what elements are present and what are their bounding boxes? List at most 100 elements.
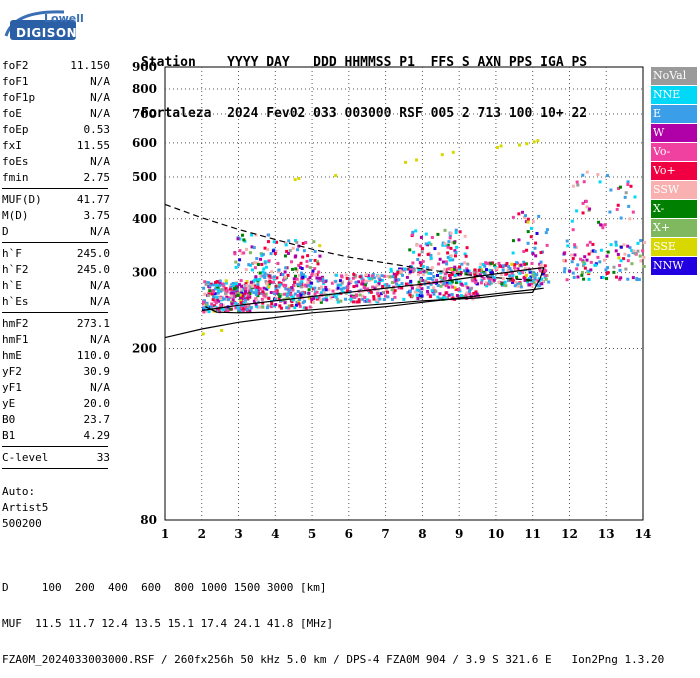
echo-point: [353, 275, 357, 279]
echo-point: [375, 284, 379, 288]
echo-point: [260, 262, 264, 266]
echo-point: [418, 261, 422, 265]
echo-point: [443, 242, 447, 246]
echo-point: [451, 258, 455, 262]
echo-point: [228, 296, 232, 300]
echo-point: [303, 283, 307, 287]
echo-point: [612, 265, 616, 269]
echo-point: [232, 295, 236, 299]
param-row: h`E N/A: [2, 278, 110, 294]
echo-point: [297, 263, 301, 267]
echo-point: [313, 292, 317, 296]
echo-point: [523, 275, 527, 279]
echo-point: [349, 280, 353, 284]
y-tick-label: 600: [132, 136, 157, 150]
param-divider: [2, 446, 108, 447]
echo-point: [398, 269, 402, 273]
echo-point: [266, 248, 270, 252]
echo-point: [202, 302, 206, 306]
echo-point: [215, 280, 219, 284]
echo-point: [218, 297, 222, 301]
param-name: h`F: [2, 247, 22, 260]
echo-point: [624, 267, 628, 271]
echo-point: [254, 288, 258, 292]
echo-point: [641, 249, 645, 253]
echo-point: [530, 261, 534, 265]
echo-point: [386, 295, 390, 299]
echo-point: [279, 306, 283, 310]
echo-point: [503, 280, 507, 284]
echo-point: [485, 261, 489, 265]
echo-point: [511, 273, 515, 277]
echo-point: [376, 298, 380, 302]
echo-point: [363, 283, 367, 287]
echo-point: [293, 255, 297, 259]
param-name: yF2: [2, 365, 22, 378]
echo-point: [290, 267, 294, 271]
echo-point: [370, 277, 374, 281]
echo-point: [483, 272, 487, 276]
echo-point: [539, 263, 543, 267]
param-value: N/A: [90, 91, 110, 104]
echo-point: [576, 263, 580, 267]
echo-point: [298, 280, 302, 284]
echo-point: [306, 277, 310, 281]
echo-point: [526, 241, 530, 245]
echo-point: [261, 270, 265, 274]
echo-point: [460, 262, 464, 266]
echo-point: [310, 297, 314, 301]
echo-point: [614, 240, 618, 244]
echo-point: [321, 289, 325, 293]
echo-point: [391, 297, 395, 301]
echo-point: [444, 291, 448, 295]
param-value: 245.0: [76, 247, 110, 260]
echo-point: [258, 305, 262, 309]
echo-point: [505, 261, 509, 265]
echo-point: [204, 303, 208, 307]
echo-point: [585, 205, 589, 209]
echo-point: [449, 231, 453, 235]
x-tick-label: 9: [455, 527, 463, 541]
echo-point: [239, 296, 243, 300]
echo-point: [471, 279, 475, 283]
echo-point: [614, 243, 618, 247]
echo-point: [324, 296, 328, 300]
echo-point: [487, 279, 491, 283]
echo-point: [238, 293, 242, 297]
param-row: yE 20.0: [2, 396, 110, 412]
echo-point: [420, 250, 424, 254]
echo-point: [246, 305, 250, 309]
y-tick-label: 900: [132, 60, 157, 74]
echo-point: [376, 274, 380, 278]
echo-point: [284, 241, 288, 245]
echo-point: [533, 246, 537, 250]
echo-point: [222, 284, 226, 288]
echo-point: [468, 272, 472, 276]
echo-point: [575, 180, 579, 184]
echo-point: [482, 270, 486, 274]
echo-point: [335, 273, 339, 277]
echo-point: [573, 245, 577, 249]
param-name: C-level: [2, 451, 49, 464]
echo-point: [563, 267, 567, 271]
echo-point: [338, 279, 342, 283]
echo-point: [205, 301, 209, 305]
legend-entry-nnw: NNW: [651, 257, 697, 275]
param-value: 41.77: [76, 193, 110, 206]
y-tick-label: 800: [132, 82, 157, 96]
echo-point: [366, 298, 370, 302]
echo-point: [408, 248, 412, 252]
echo-point: [288, 286, 292, 290]
echo-point: [437, 262, 441, 266]
echo-point: [409, 267, 413, 271]
echo-point: [389, 269, 393, 273]
echo-point: [318, 278, 322, 282]
echo-point: [438, 292, 442, 296]
echo-point: [425, 266, 429, 270]
echo-point: [594, 263, 598, 267]
param-row: hmF1 N/A: [2, 332, 110, 348]
echo-point: [582, 180, 586, 184]
echo-point: [234, 260, 238, 264]
echo-point: [349, 297, 353, 301]
echo-point: [451, 240, 455, 244]
